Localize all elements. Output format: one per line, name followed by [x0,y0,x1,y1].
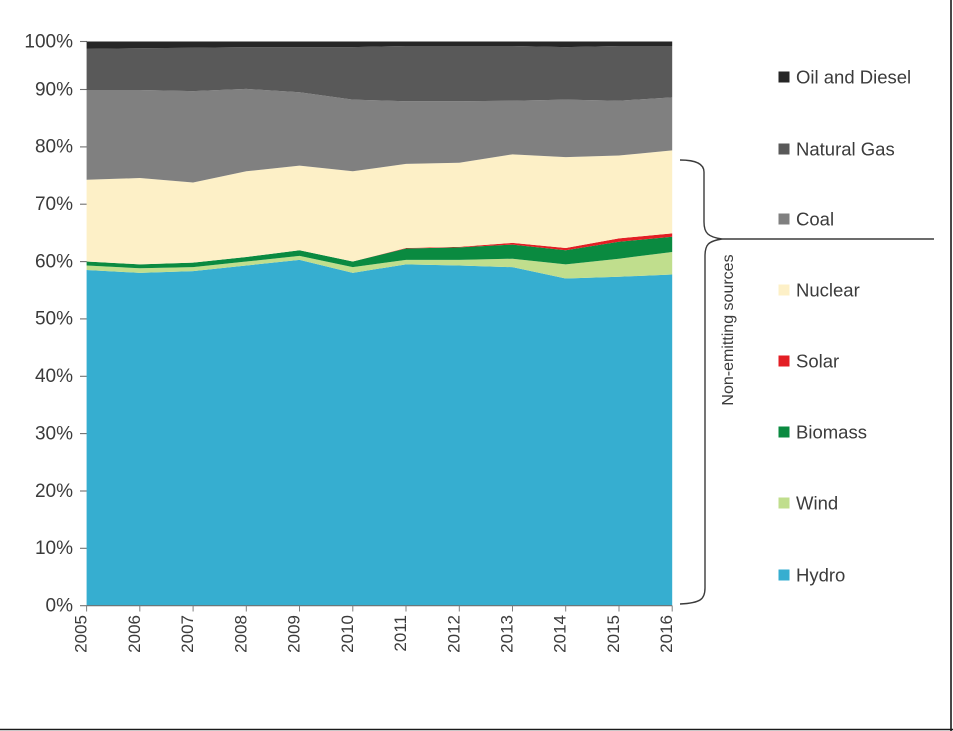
svg-text:Non-emitting sources: Non-emitting sources [720,254,737,405]
svg-text:20%: 20% [35,481,73,502]
svg-text:Hydro: Hydro [796,565,845,586]
svg-text:80%: 80% [35,137,73,158]
svg-text:40%: 40% [35,366,73,387]
svg-text:2014: 2014 [551,615,570,653]
svg-text:2012: 2012 [444,615,463,653]
svg-text:100%: 100% [24,31,73,52]
svg-text:10%: 10% [35,538,73,559]
svg-text:Wind: Wind [796,493,838,514]
svg-text:Natural Gas: Natural Gas [796,139,895,160]
svg-text:50%: 50% [35,309,73,330]
svg-text:30%: 30% [35,423,73,444]
svg-text:2005: 2005 [72,615,91,653]
svg-text:60%: 60% [35,251,73,272]
svg-text:Oil and Diesel: Oil and Diesel [796,67,911,88]
svg-text:2007: 2007 [178,615,197,653]
svg-text:2011: 2011 [391,615,410,652]
svg-text:Solar: Solar [796,351,839,372]
svg-text:0%: 0% [46,596,74,617]
svg-text:2009: 2009 [285,615,304,653]
svg-text:2010: 2010 [338,615,357,653]
svg-text:2013: 2013 [498,615,517,653]
svg-text:2006: 2006 [125,615,144,653]
svg-text:2008: 2008 [231,615,250,653]
svg-text:Biomass: Biomass [796,422,867,443]
svg-text:2015: 2015 [604,615,623,653]
svg-text:90%: 90% [35,79,73,100]
svg-text:70%: 70% [35,194,73,215]
svg-text:Coal: Coal [796,209,834,230]
svg-text:Nuclear: Nuclear [796,280,860,301]
svg-text:2016: 2016 [657,615,676,653]
